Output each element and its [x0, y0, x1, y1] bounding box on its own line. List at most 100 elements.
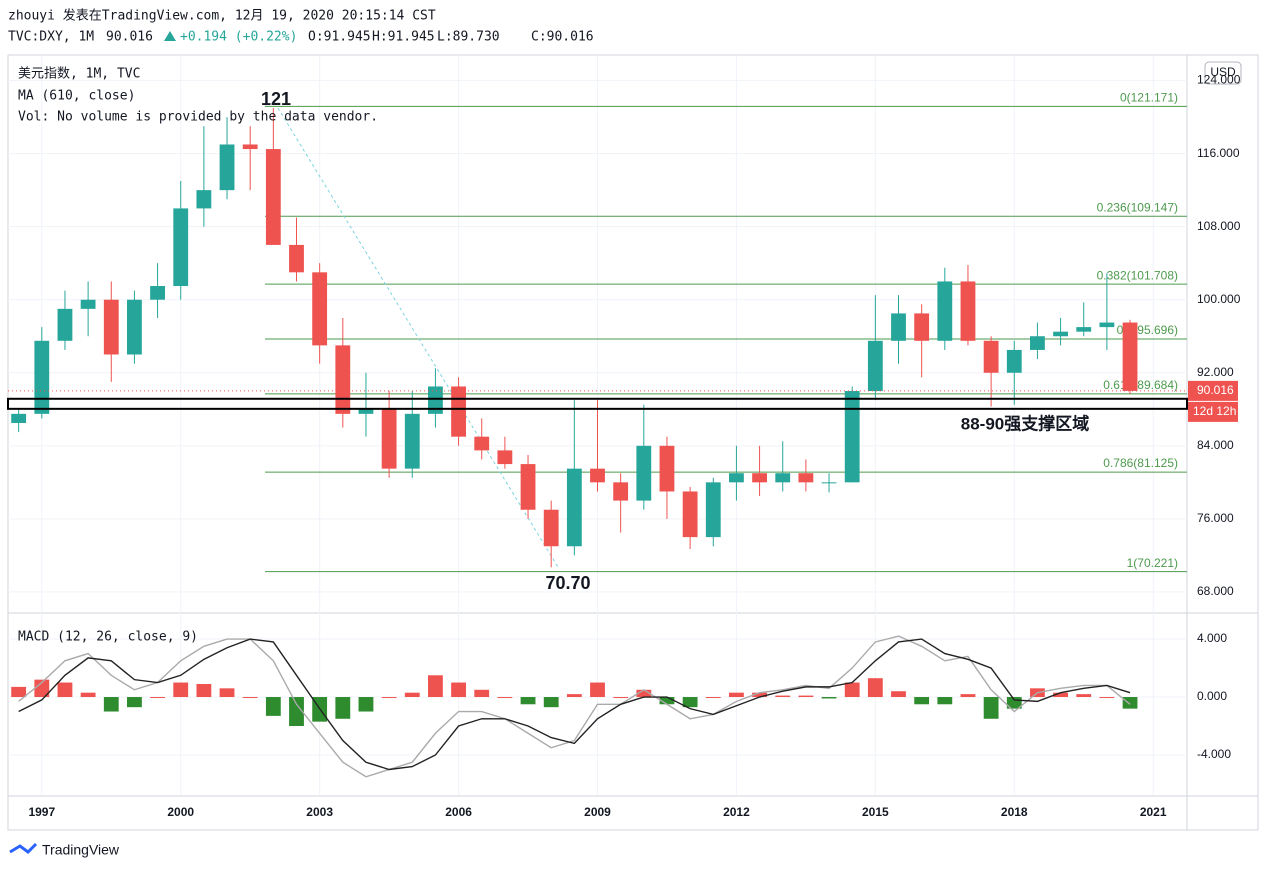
macd-histogram-bar: [914, 697, 930, 705]
macd-histogram-bar: [127, 697, 142, 708]
fib-label: 0.618(89.684): [1103, 378, 1178, 392]
macd-histogram-bar: [80, 692, 96, 698]
candle-body: [289, 244, 304, 273]
change: +0.194 (+0.22%): [180, 30, 297, 45]
legend-instrument: 美元指数, 1M, TVC: [18, 67, 140, 82]
close: C:90.016: [531, 30, 594, 45]
macd-histogram-bar: [520, 697, 536, 705]
macd-histogram-bar: [103, 697, 119, 712]
candle-body: [242, 144, 258, 150]
macd-histogram-bar: [289, 697, 304, 727]
candle-body: [34, 340, 50, 414]
frame: [7, 54, 1259, 831]
candle-body: [775, 473, 791, 483]
fib-label: 0.382(101.708): [1097, 268, 1178, 282]
x-tick-label: 1997: [28, 805, 55, 819]
candle-body: [891, 313, 906, 341]
candle-body: [613, 482, 629, 501]
plot: 0(121.171) 0.236(109.147) 0.382(101.708) 0.…: [7, 55, 1188, 795]
fib-label: 0(121.171): [1120, 91, 1178, 105]
macd-histogram-bar: [891, 691, 906, 698]
candle-body: [11, 413, 27, 423]
macd-histogram-bar: [659, 697, 675, 705]
candle-body: [821, 482, 837, 484]
candle-body: [520, 464, 536, 510]
macd-histogram-bar: [497, 697, 513, 699]
author-line: zhouyi 发表在TradingView.com, 12月 19, 2020 …: [8, 8, 436, 24]
macd-histogram-bar: [1053, 692, 1068, 698]
macd-histogram-bar: [613, 697, 629, 699]
candle-body: [497, 450, 513, 465]
y-tick-label: 108.000: [1197, 219, 1241, 233]
y-tick-label: 124.000: [1197, 73, 1241, 87]
macd-histogram-bar: [543, 697, 559, 708]
macd-histogram-bar: [798, 695, 814, 698]
macd-histogram-bar: [57, 682, 73, 698]
open: O:91.945: [308, 30, 371, 45]
macd-histogram-bar: [265, 697, 281, 716]
x-tick-label: 2021: [1140, 805, 1167, 819]
macd-histogram-bar: [451, 682, 466, 698]
y-tick-label: 100.000: [1197, 292, 1241, 306]
currency-badge[interactable]: [1204, 61, 1242, 85]
legend-ma: MA (610, close): [18, 89, 135, 104]
candle-body: [173, 208, 189, 287]
candle-body: [150, 286, 165, 300]
macd-line: [18, 635, 1131, 778]
currency: USD: [1210, 65, 1236, 79]
macd-histogram-bar: [960, 694, 976, 698]
candle-body: [937, 281, 953, 341]
macd-histogram-bar: [196, 683, 212, 698]
macd-line: [18, 638, 1131, 771]
macd-histogram-bar: [428, 675, 443, 698]
macd-histogram-bar: [1076, 694, 1092, 698]
x-tick-label: 2015: [862, 805, 889, 819]
candle-body: [729, 473, 744, 483]
y-tick-label: 76.000: [1197, 511, 1234, 525]
macd-histogram-bar: [404, 692, 420, 698]
candle-body: [1006, 349, 1022, 373]
candle-body: [960, 281, 976, 341]
fib-label: 0.786(81.125): [1103, 456, 1178, 470]
candle-body: [381, 409, 397, 469]
macd-histogram-bar: [867, 678, 883, 698]
candle-body: [335, 345, 351, 414]
candle-body: [682, 491, 698, 538]
y-tick-label: 68.000: [1197, 584, 1234, 598]
up-arrow: [164, 31, 176, 41]
candle-body: [914, 313, 930, 341]
footer: TradingView: [42, 842, 120, 858]
candle-body: [705, 482, 721, 538]
x-tick-label: 2006: [445, 805, 472, 819]
macd-histogram-bar: [219, 688, 235, 698]
x-tick-label: 2003: [306, 805, 333, 819]
macd-histogram-bar: [983, 697, 999, 719]
y-tick-label: 116.000: [1197, 146, 1240, 160]
y-tick-label: -4.000: [1197, 747, 1231, 761]
candle-body: [80, 299, 96, 309]
macd-histogram-bar: [752, 692, 767, 698]
peak-annotation: 121: [261, 89, 291, 109]
macd-histogram-bar: [11, 686, 27, 698]
candle-body: [867, 340, 883, 392]
countdown-tag: [1188, 401, 1238, 422]
macd-histogram-bar: [150, 697, 165, 699]
macd-histogram-bar: [775, 695, 791, 698]
macd-histogram-bar: [844, 682, 860, 698]
candle-body: [312, 272, 328, 346]
symbol: TVC:DXY, 1M: [8, 30, 94, 45]
candle-body: [798, 473, 814, 483]
candle-body: [1122, 322, 1138, 391]
macd-histogram-bar: [682, 697, 698, 708]
candle-body: [543, 509, 559, 547]
candle-body: [590, 468, 605, 483]
candle-body: [752, 473, 767, 483]
candle-body: [57, 308, 73, 341]
candle-body: [1099, 322, 1115, 328]
candle-body: [103, 299, 119, 355]
candle-body: [428, 386, 443, 414]
macd-histogram-bar: [636, 689, 652, 698]
